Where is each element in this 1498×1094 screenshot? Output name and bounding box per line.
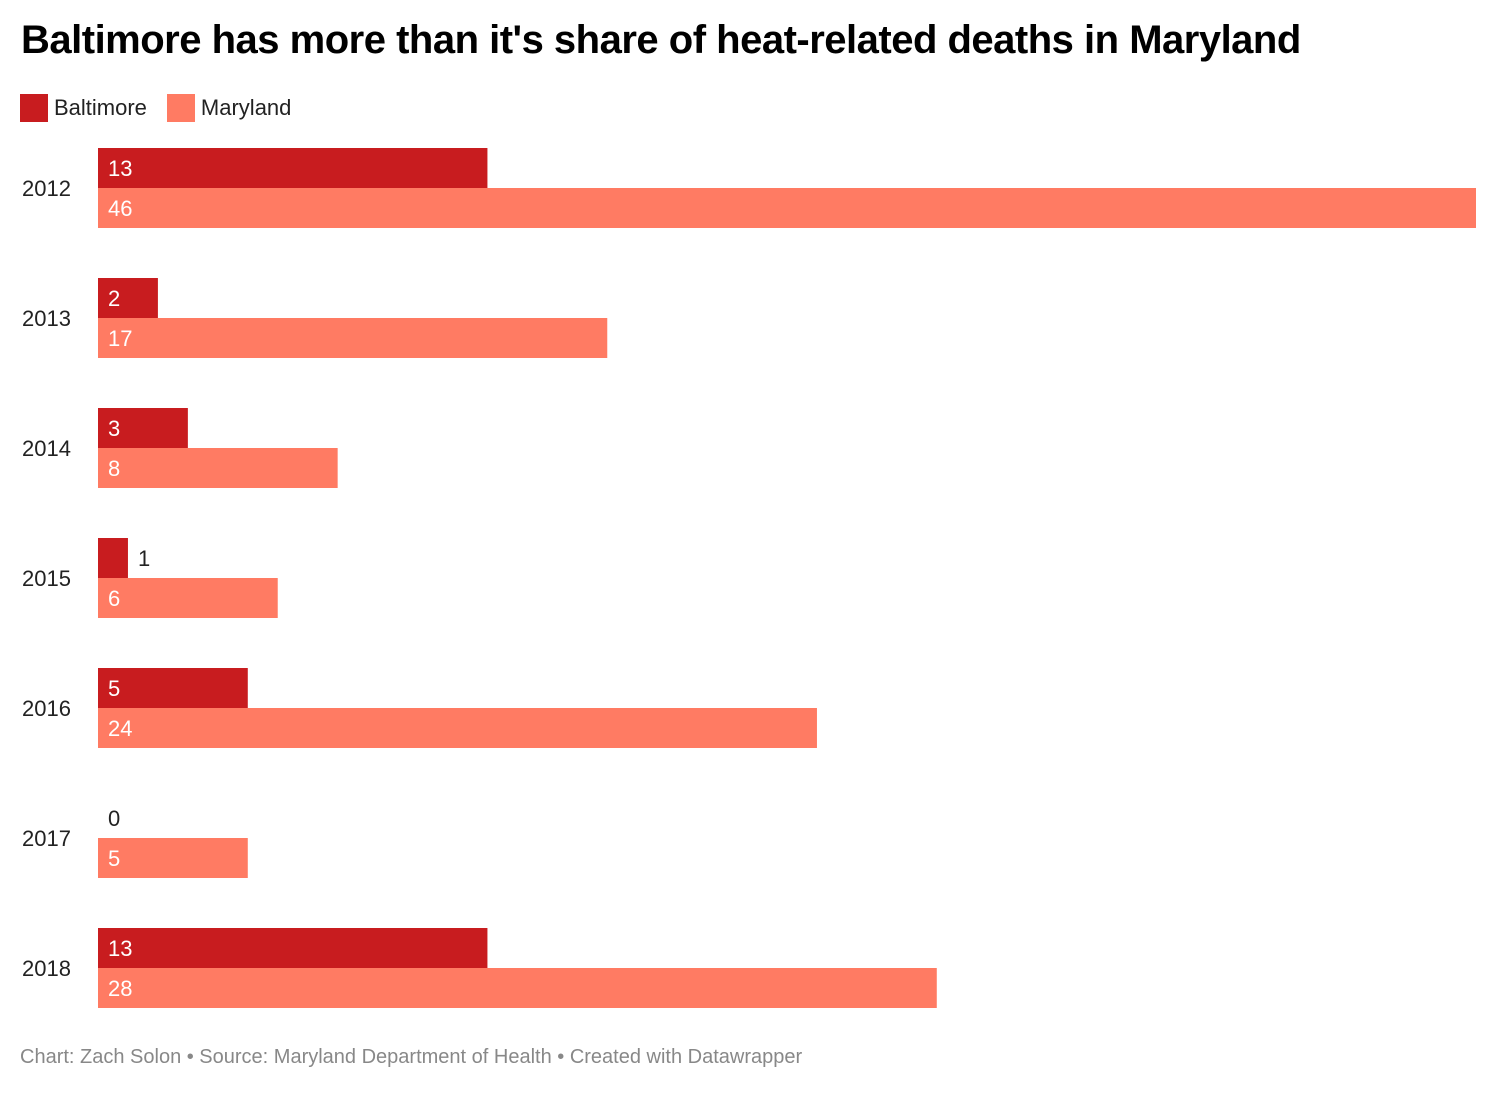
bar-maryland — [98, 578, 278, 618]
category-label: 2012 — [22, 176, 71, 201]
category-label: 2014 — [22, 436, 71, 461]
legend-swatch-baltimore — [20, 94, 48, 122]
bar-baltimore — [98, 668, 248, 708]
data-label: 24 — [108, 716, 132, 741]
bar-maryland — [98, 318, 608, 358]
bar-maryland — [98, 188, 1476, 228]
data-label: 3 — [108, 416, 120, 441]
category-label: 2015 — [22, 566, 71, 591]
data-label: 28 — [108, 976, 132, 1001]
category-label: 2013 — [22, 306, 71, 331]
category-label: 2018 — [22, 956, 71, 981]
category-label: 2017 — [22, 826, 71, 851]
legend-item-baltimore: Baltimore — [20, 94, 147, 122]
data-label: 13 — [108, 156, 132, 181]
data-label: 5 — [108, 676, 120, 701]
bar-maryland — [98, 708, 817, 748]
data-label: 5 — [108, 846, 120, 871]
data-label: 8 — [108, 456, 120, 481]
data-label: 17 — [108, 326, 132, 351]
bar-baltimore — [98, 148, 488, 188]
data-label: 2 — [108, 286, 120, 311]
legend-item-maryland: Maryland — [166, 94, 292, 122]
data-label: 6 — [108, 586, 120, 611]
bar-maryland — [98, 838, 248, 878]
data-label: 13 — [108, 936, 132, 961]
bar-baltimore — [98, 278, 158, 318]
bar-baltimore — [98, 408, 188, 448]
legend-label-baltimore: Baltimore — [54, 95, 147, 120]
data-label: 46 — [108, 196, 132, 221]
legend-swatch-maryland — [166, 94, 195, 122]
legend-label-maryland: Maryland — [200, 95, 292, 120]
category-label: 2016 — [22, 696, 71, 721]
data-label: 0 — [108, 806, 120, 831]
chart-title: Baltimore has more than it's share of he… — [21, 18, 1301, 62]
bar-baltimore — [98, 928, 488, 968]
bar-maryland — [98, 448, 338, 488]
legend: Baltimore Maryland — [20, 94, 311, 122]
bar-baltimore — [98, 538, 128, 578]
data-label: 1 — [138, 546, 150, 571]
chart-footer: Chart: Zach Solon • Source: Maryland Dep… — [20, 1046, 803, 1068]
bar-maryland — [98, 968, 937, 1008]
